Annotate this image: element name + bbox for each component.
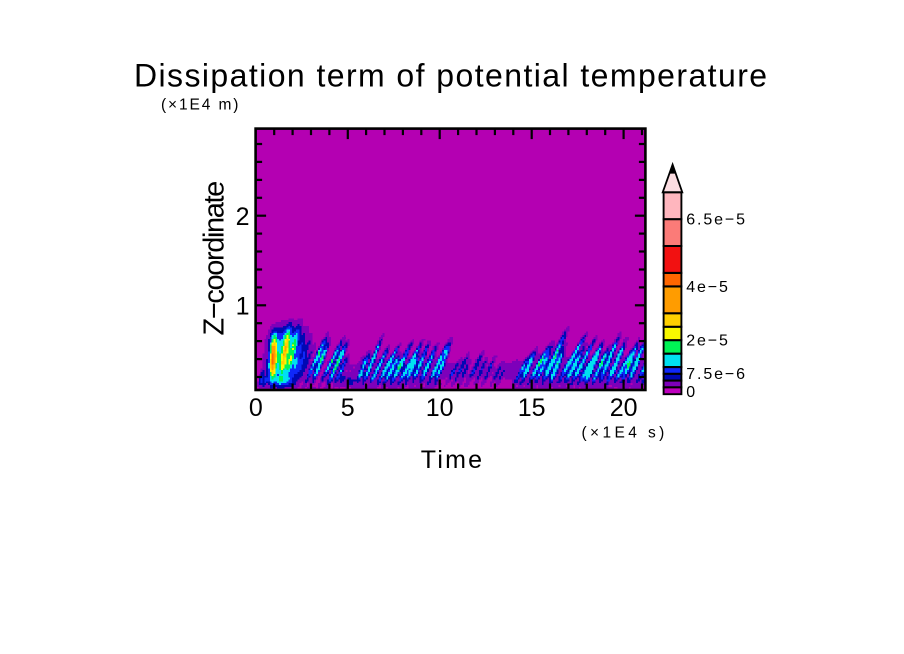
svg-text:Dissipation term of potential: Dissipation term of potential temperatur…	[134, 58, 769, 94]
svg-text:Time: Time	[421, 446, 484, 474]
svg-text:5: 5	[341, 394, 355, 422]
svg-text:4e−5: 4e−5	[686, 279, 730, 296]
svg-text:15: 15	[518, 394, 546, 422]
svg-text:0: 0	[686, 384, 697, 401]
svg-text:7.5e−6: 7.5e−6	[686, 366, 747, 383]
svg-text:(×1E4 s): (×1E4 s)	[582, 424, 668, 441]
svg-text:(×1E4 m): (×1E4 m)	[161, 97, 240, 114]
svg-text:10: 10	[426, 394, 454, 422]
svg-text:2: 2	[236, 203, 250, 231]
svg-text:2e−5: 2e−5	[686, 333, 730, 350]
svg-text:1: 1	[236, 292, 250, 320]
svg-text:Z−coordinate: Z−coordinate	[199, 182, 231, 336]
svg-text:6.5e−5: 6.5e−5	[686, 212, 747, 229]
svg-text:0: 0	[249, 394, 263, 422]
svg-text:20: 20	[610, 394, 638, 422]
